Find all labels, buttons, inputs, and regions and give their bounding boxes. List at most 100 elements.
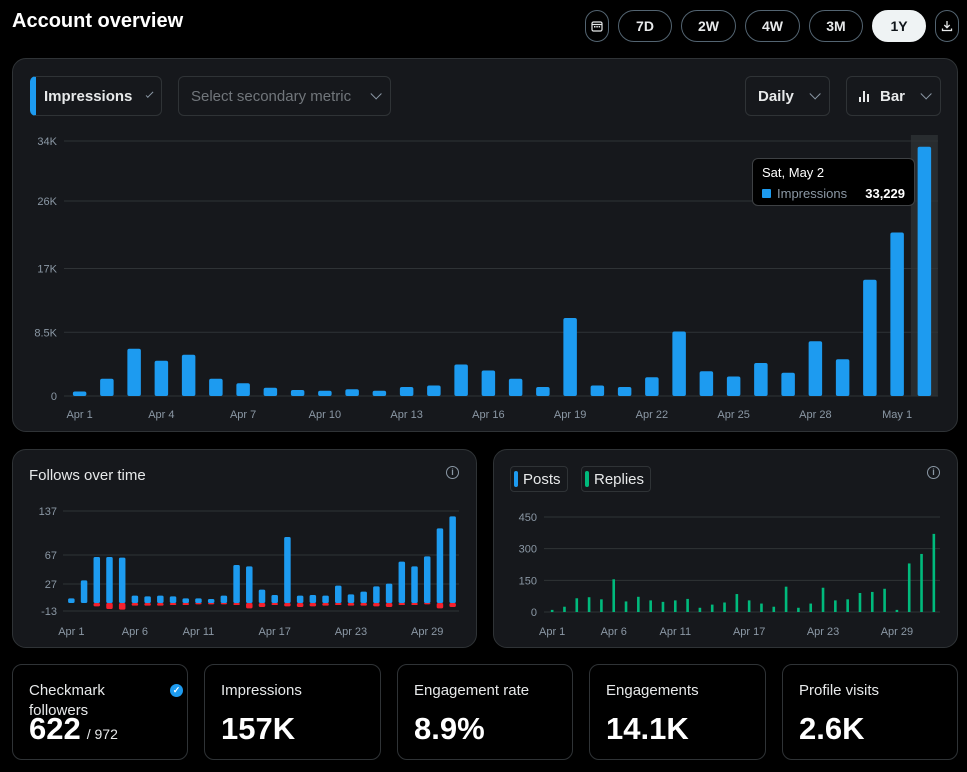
unfollows-bar: [309, 603, 317, 607]
impressions-bar: [372, 390, 387, 396]
posts-swatch: [514, 471, 518, 487]
info-icon[interactable]: i: [446, 466, 459, 479]
range-2w-button[interactable]: 2W: [681, 10, 736, 42]
unfollows-bar: [360, 603, 367, 606]
impressions-bar: [508, 378, 523, 396]
impressions-bar: [863, 279, 877, 396]
x-tick-label: Apr 17: [258, 626, 290, 638]
bar-chart-icon: [859, 90, 869, 102]
primary-metric-select[interactable]: Impressions: [30, 76, 162, 116]
range-4w-button[interactable]: 4W: [745, 10, 800, 42]
unfollows-bar: [347, 603, 355, 606]
impressions-bar: [563, 318, 577, 396]
follows-panel: Follows over time i -13 27 67 137 Apr 1 Apr 6…: [12, 449, 477, 648]
y-tick-label: -13: [41, 606, 57, 618]
calendar-icon: [591, 21, 603, 32]
impressions-bar: [781, 372, 795, 396]
replies-bar: [772, 606, 776, 612]
stat-card-checkmark-followers[interactable]: Checkmark followers ✓ 622/ 972: [12, 664, 188, 760]
follows-bar: [182, 598, 189, 603]
replies-bar: [673, 600, 677, 612]
follows-chart[interactable]: -13 27 67 137 Apr 1 Apr 6 Apr 11 Apr 17 Apr 23 Ap…: [13, 450, 476, 647]
download-icon: [941, 21, 953, 32]
follows-bar: [436, 528, 444, 603]
follows-bar: [118, 557, 126, 603]
info-icon[interactable]: i: [927, 466, 940, 479]
x-tick-label: Apr 4: [148, 409, 174, 421]
follows-bar: [284, 537, 291, 603]
replies-bar: [809, 603, 813, 612]
y-tick-label: 150: [519, 575, 537, 587]
follows-bar: [106, 557, 113, 603]
secondary-metric-select[interactable]: Select secondary metric: [178, 76, 391, 116]
impressions-bar: [127, 348, 141, 396]
follows-bar: [449, 516, 456, 603]
range-7d-button[interactable]: 7D: [618, 10, 672, 42]
unfollows-bar: [373, 603, 380, 607]
granularity-label: Daily: [758, 87, 794, 105]
impressions-bar: [399, 387, 414, 396]
follows-bar: [309, 595, 317, 603]
replies-bar: [649, 600, 652, 612]
follows-bar: [157, 595, 164, 603]
x-tick-label: Apr 6: [601, 626, 627, 638]
follows-bar: [68, 598, 75, 603]
y-tick-label: 0: [51, 391, 57, 403]
follows-bar: [322, 595, 329, 603]
stat-card-impressions[interactable]: Impressions 157K: [204, 664, 381, 760]
unfollows-bar: [284, 603, 291, 607]
replies-bar: [932, 533, 936, 612]
range-1y-button[interactable]: 1Y: [872, 10, 926, 42]
follows-bar: [335, 585, 342, 603]
impressions-bar: [835, 359, 850, 396]
stat-label: Profile visits: [799, 682, 880, 699]
replies-bar: [587, 597, 591, 612]
replies-bar: [735, 594, 739, 612]
replies-bar: [858, 593, 862, 612]
posts-replies-panel: Posts Replies i 0 150 300 450 Apr 1 Apr 6 Apr …: [493, 449, 958, 648]
unfollows-bar: [385, 603, 393, 607]
follows-bar: [80, 580, 88, 603]
page-title: Account overview: [12, 10, 184, 32]
posts-replies-chart[interactable]: 0 150 300 450 Apr 1 Apr 6 Apr 11 Apr 17 Apr 23 Ap…: [494, 450, 957, 647]
stat-card-engagement-rate[interactable]: Engagement rate 8.9%: [397, 664, 573, 760]
legend-posts[interactable]: Posts: [510, 466, 568, 492]
legend-posts-label: Posts: [523, 470, 561, 488]
stat-card-engagements[interactable]: Engagements 14.1K: [589, 664, 766, 760]
range-3m-button[interactable]: 3M: [809, 10, 863, 42]
x-tick-label: Apr 11: [659, 626, 691, 638]
legend-replies[interactable]: Replies: [581, 466, 652, 492]
stat-value: 14.1K: [606, 711, 689, 746]
x-tick-label: Apr 16: [472, 409, 504, 421]
x-tick-label: Apr 7: [230, 409, 256, 421]
x-tick-label: Apr 22: [636, 409, 668, 421]
replies-bar: [870, 591, 874, 612]
follows-title: Follows over time: [29, 467, 146, 484]
unfollows-bar: [296, 603, 304, 607]
stat-card-profile-visits[interactable]: Profile visits 2.6K: [782, 664, 958, 760]
impressions-chart[interactable]: 0 8.5K 17K 26K 34K Apr 1 Apr 4 Apr 7 Apr 10 Apr 1…: [13, 59, 957, 431]
calendar-button[interactable]: [585, 10, 609, 42]
chart-type-label: Bar: [879, 87, 905, 105]
unfollows-bar: [131, 603, 139, 606]
download-button[interactable]: [935, 10, 959, 42]
impressions-bar: [808, 341, 823, 396]
primary-metric-label: Impressions: [44, 87, 133, 105]
tooltip-label: Impressions: [777, 186, 848, 201]
impressions-bar: [181, 354, 196, 396]
stat-value: 157K: [221, 711, 296, 746]
follows-bar: [271, 595, 278, 603]
unfollows-bar: [258, 603, 266, 607]
replies-bar: [797, 607, 800, 612]
unfollows-bar: [449, 603, 456, 607]
impressions-bar: [645, 377, 659, 396]
follows-bar: [373, 586, 380, 603]
granularity-select[interactable]: Daily: [745, 76, 830, 116]
stat-label: Engagements: [606, 682, 699, 699]
y-tick-label: 27: [45, 579, 57, 591]
impressions-bar: [890, 232, 904, 396]
impressions-bar: [154, 360, 169, 396]
secondary-metric-placeholder: Select secondary metric: [191, 87, 352, 105]
follows-bar: [385, 583, 393, 603]
chart-type-select[interactable]: Bar: [846, 76, 941, 116]
